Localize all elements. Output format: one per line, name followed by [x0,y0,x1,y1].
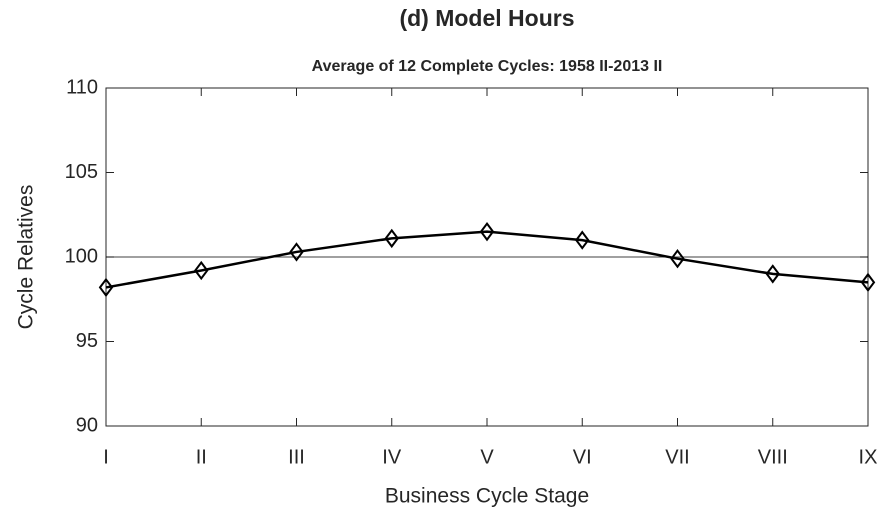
x-tick-label: IX [859,446,878,468]
data-point [384,228,399,249]
y-tick-label: 90 [76,414,98,436]
series-line [105,230,869,289]
data-point [670,249,685,269]
y-tick-label: 100 [65,245,98,267]
y-tick-label: 110 [66,76,98,98]
data-point [479,221,495,242]
data-point [194,260,209,281]
x-tick-label: VII [665,446,689,468]
x-tick-label: VIII [758,446,788,468]
x-axis-label: Business Cycle Stage [385,485,589,508]
x-tick-label: II [196,446,207,468]
data-point [575,230,590,250]
data-point [289,242,304,262]
data-point [765,264,780,284]
data-point [860,272,876,293]
x-tick-label: V [480,446,494,468]
x-tick-label: I [103,446,109,468]
x-tick-label: IV [382,446,402,468]
chart-subtitle: Average of 12 Complete Cycles: 1958 II-2… [312,58,663,75]
data-point [98,277,114,298]
chart-title: (d) Model Hours [399,5,574,31]
y-tick-label: 95 [76,330,98,352]
y-tick-label: 105 [65,161,98,183]
x-tick-label: VI [573,446,592,468]
y-axis-label: Cycle Relatives [15,185,38,330]
x-tick-label: III [288,446,305,468]
